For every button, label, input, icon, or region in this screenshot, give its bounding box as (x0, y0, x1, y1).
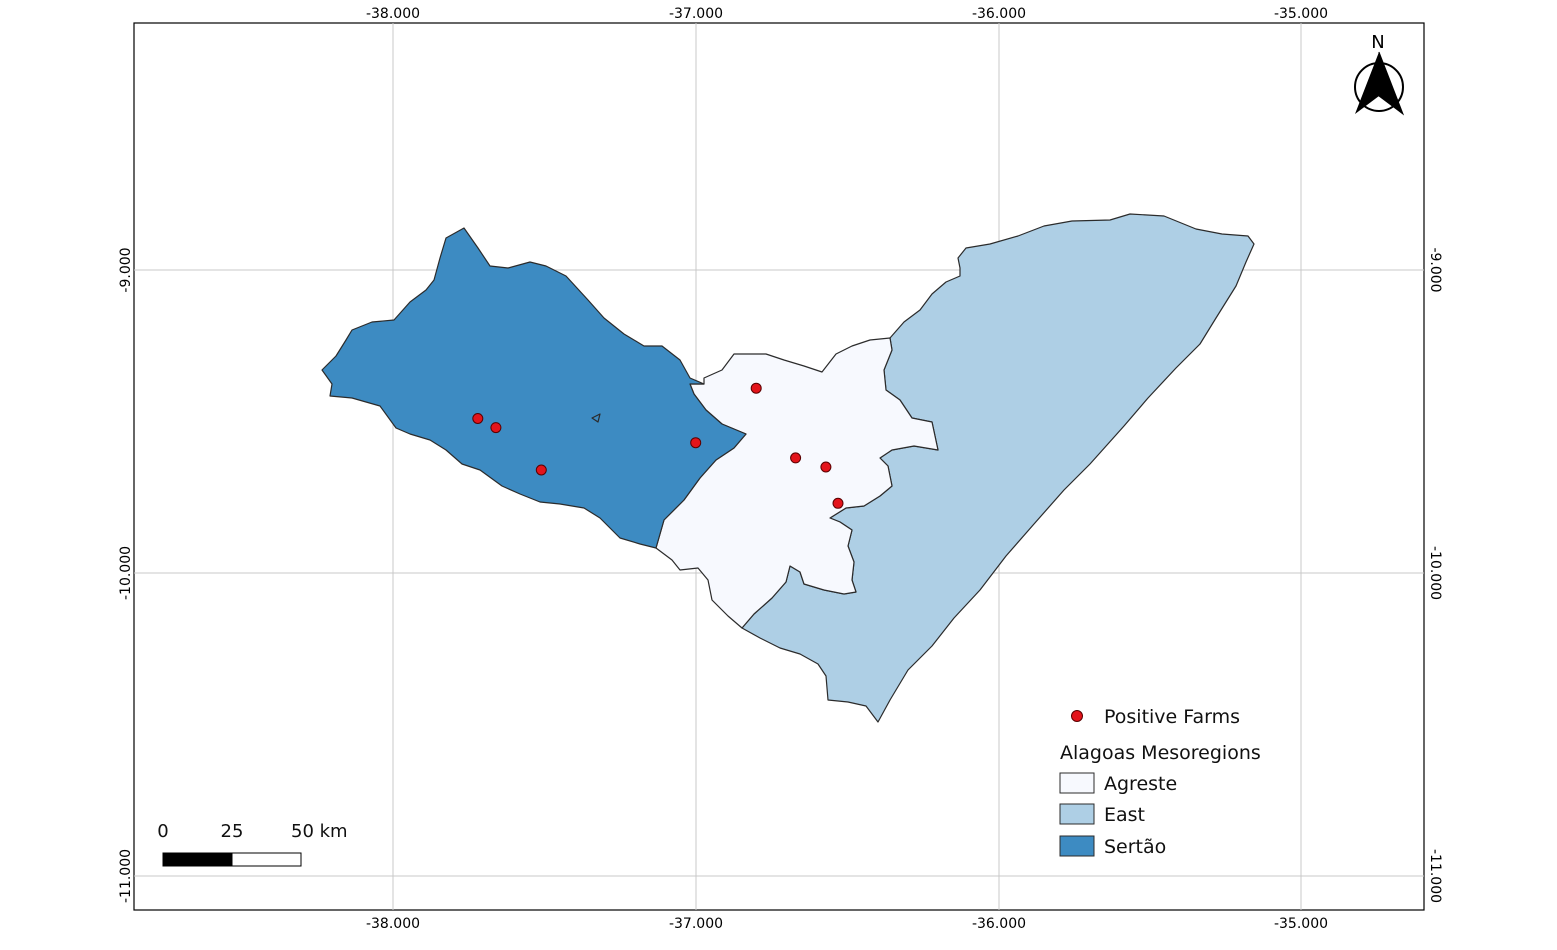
tick-top-lon: -37.000 (669, 6, 723, 22)
positive-farm-point[interactable] (790, 452, 802, 464)
region-sertao[interactable] (321, 227, 747, 549)
tick-left-lat: -10.000 (118, 546, 134, 600)
legend-label-east: East (1104, 804, 1145, 826)
tick-bottom-lon: -35.000 (1274, 916, 1328, 932)
legend: Positive Farms Alagoas Mesoregions Agres… (1059, 706, 1261, 858)
positive-farm-point[interactable] (490, 422, 502, 434)
positive-farm-point[interactable] (820, 461, 832, 473)
tick-right-lat: -10.000 (1427, 546, 1443, 600)
tick-left-lat: -9.000 (118, 247, 134, 292)
legend-swatch-agreste (1059, 772, 1095, 794)
scale-segment-white (231, 852, 302, 867)
bottom-axis-ticks: -38.000 -37.000 -36.000 -35.000 (366, 916, 1328, 932)
legend-label-sertao: Sertão (1104, 836, 1166, 858)
scale-bar: 0 25 50 km (157, 821, 348, 867)
tick-right-lat: -11.000 (1427, 849, 1443, 903)
tick-bottom-lon: -38.000 (366, 916, 420, 932)
region-sertao-islet (591, 413, 601, 423)
legend-swatch-sertao (1059, 835, 1095, 857)
north-arrow-right-half (1378, 51, 1405, 116)
scale-label-0: 0 (157, 821, 168, 842)
positive-farm-point[interactable] (535, 464, 547, 476)
positive-farm-point[interactable] (472, 413, 484, 424)
tick-top-lon: -38.000 (366, 6, 420, 22)
tick-left-lat: -11.000 (118, 849, 134, 903)
tick-bottom-lon: -37.000 (669, 916, 723, 932)
tick-bottom-lon: -36.000 (972, 916, 1026, 932)
north-arrow-left-half (1355, 52, 1379, 114)
legend-point-symbol (1071, 710, 1083, 722)
legend-point-label: Positive Farms (1104, 706, 1240, 728)
tick-top-lon: -35.000 (1274, 6, 1328, 22)
scale-label-25: 25 (221, 821, 244, 842)
positive-farm-point[interactable] (832, 497, 844, 509)
north-arrow-icon: N (1354, 32, 1405, 116)
top-axis-ticks: -38.000 -37.000 -36.000 -35.000 (366, 6, 1328, 22)
positive-farms-layer (472, 382, 844, 509)
scale-label-50km: 50 km (291, 821, 348, 842)
positive-farm-point[interactable] (750, 382, 762, 394)
right-axis-ticks: -9.000 -10.000 -11.000 (1427, 247, 1443, 903)
tick-top-lon: -36.000 (972, 6, 1026, 22)
legend-group-title: Alagoas Mesoregions (1060, 742, 1261, 764)
north-label: N (1371, 32, 1384, 53)
left-axis-ticks: -9.000 -10.000 -11.000 (118, 247, 134, 903)
tick-right-lat: -9.000 (1427, 247, 1443, 292)
positive-farm-point[interactable] (690, 437, 702, 449)
legend-label-agreste: Agreste (1104, 773, 1177, 795)
scale-segment-black (162, 852, 233, 867)
legend-swatch-east (1059, 803, 1095, 825)
